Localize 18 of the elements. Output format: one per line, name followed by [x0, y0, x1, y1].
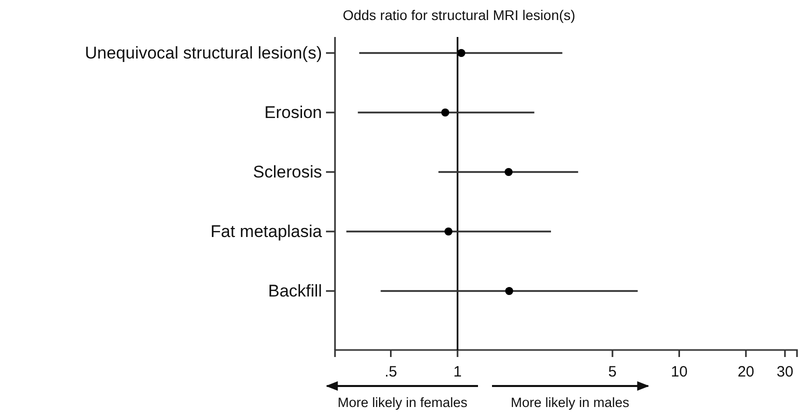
text: More likely in females — [338, 395, 468, 410]
chart-title: Odds ratio for structural MRI lesion(s) — [342, 7, 576, 23]
point — [504, 168, 513, 176]
point — [444, 228, 452, 236]
y-tick-label: Sclerosis — [253, 162, 322, 182]
point — [505, 287, 514, 295]
x-tick-label: 10 — [670, 364, 688, 380]
y-tick-label: Fat metaplasia — [210, 222, 323, 241]
y-tick-label: Unequivocal structural lesion(s) — [84, 43, 322, 62]
y-tick-label: Backfill — [268, 281, 322, 300]
y-tick-label: Erosion — [264, 102, 322, 122]
x-tick-label: 1 — [453, 364, 462, 380]
x-tick-label: 30 — [776, 364, 794, 380]
x-tick-label: 20 — [738, 364, 754, 380]
x-tick-label: .5 — [384, 364, 398, 380]
point — [441, 108, 450, 116]
x-tick-label: 5 — [608, 364, 617, 380]
text: More likely in males — [510, 395, 630, 410]
